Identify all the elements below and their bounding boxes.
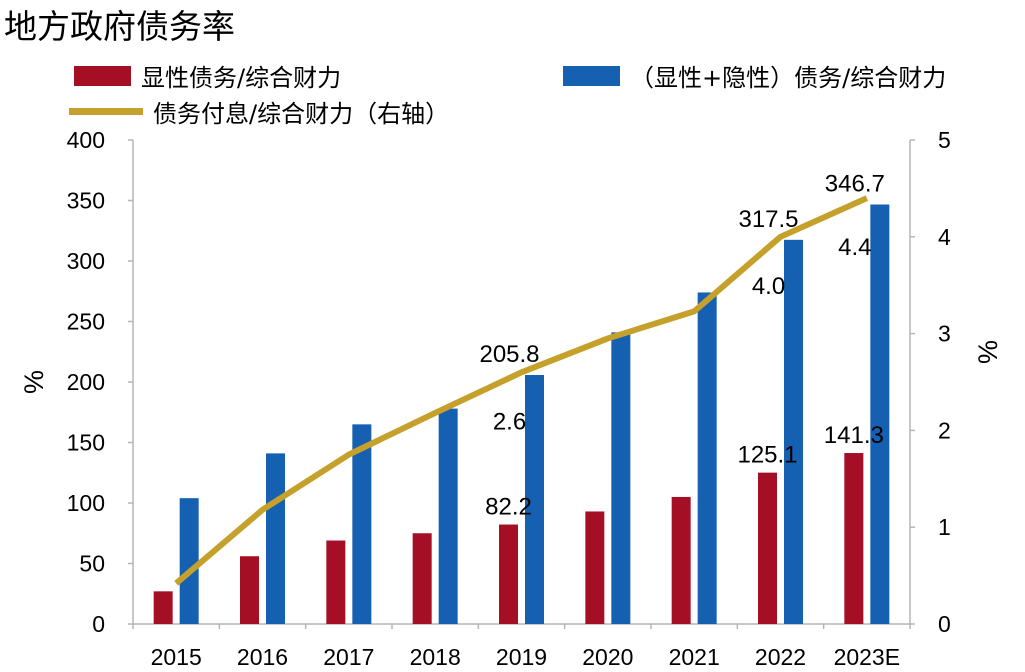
right-tick-label: 4: [938, 224, 951, 250]
left-tick-label: 350: [67, 188, 105, 214]
x-tick-label: 2015: [151, 644, 202, 670]
bar-total-debt: [179, 498, 199, 624]
legend-item-total: （显性+隐性）债务/综合财力: [563, 58, 946, 93]
x-tick-label: 2016: [237, 644, 288, 670]
legend-swatch-total: [563, 65, 620, 86]
legend-label-interest: 债务付息/综合财力（右轴）: [153, 100, 450, 128]
left-tick-label: 0: [92, 611, 105, 637]
right-tick-label: 5: [938, 127, 951, 153]
right-tick-label: 0: [938, 611, 951, 637]
legend-item-interest: 债务付息/综合财力（右轴）: [69, 94, 449, 129]
left-tick-label: 150: [67, 430, 105, 456]
bar-total-debt: [784, 239, 803, 624]
bar-explicit-debt: [412, 533, 432, 624]
legend-swatch-interest: [69, 108, 143, 115]
left-tick-label: 200: [67, 369, 105, 395]
chart-title: 地方政府债务率: [4, 7, 235, 46]
data-label-explicit: 82.2: [485, 494, 532, 521]
bar-explicit-debt: [844, 453, 864, 624]
right-axis-title: %: [973, 340, 1003, 364]
bar-explicit-debt: [758, 472, 777, 624]
right-tick-label: 2: [938, 417, 951, 443]
bar-explicit-debt: [585, 511, 605, 624]
data-label-interest: 2.6: [493, 408, 526, 435]
legend-item-explicit: 显性债务/综合财力: [74, 58, 341, 93]
bar-explicit-debt: [671, 496, 691, 624]
bar-explicit-debt: [326, 540, 346, 624]
bar-total-debt: [352, 424, 372, 624]
x-tick-label: 2018: [410, 644, 461, 670]
x-tick-label: 2021: [669, 644, 720, 670]
data-label-total: 317.5: [738, 206, 798, 233]
x-tick-label: 2020: [582, 644, 633, 670]
left-tick-label: 250: [67, 309, 105, 335]
data-label-total: 205.8: [479, 341, 539, 368]
bar-total-debt: [266, 453, 285, 624]
legend-label-explicit: 显性债务/综合财力: [141, 64, 342, 92]
data-label-explicit: 141.3: [824, 422, 884, 449]
bar-total-debt: [697, 292, 717, 624]
x-tick-label: 2017: [323, 644, 374, 670]
bar-total-debt: [525, 374, 544, 624]
left-tick-label: 400: [67, 127, 105, 153]
bar-total-debt: [611, 332, 631, 624]
x-tick-label: 2022: [755, 644, 806, 670]
left-tick-label: 300: [67, 248, 105, 274]
left-tick-label: 100: [67, 490, 105, 516]
left-axis-title: %: [19, 370, 49, 394]
bar-explicit-debt: [499, 524, 518, 624]
right-tick-label: 3: [938, 321, 951, 347]
bar-explicit-debt: [153, 591, 173, 624]
x-tick-label: 2019: [496, 644, 547, 670]
data-label-total: 346.7: [825, 170, 885, 197]
bar-total-debt: [870, 204, 890, 625]
data-label-interest: 4.4: [838, 234, 871, 261]
left-tick-label: 50: [79, 551, 105, 577]
data-label-interest: 4.0: [752, 273, 785, 300]
legend-swatch-explicit: [74, 65, 131, 86]
legend-label-total: （显性+隐性）债务/综合财力: [630, 64, 947, 92]
right-tick-label: 1: [938, 514, 951, 540]
bar-explicit-debt: [240, 556, 259, 624]
x-tick-label: 2023E: [834, 644, 901, 670]
data-label-explicit: 125.1: [737, 442, 797, 469]
bar-total-debt: [438, 408, 458, 624]
